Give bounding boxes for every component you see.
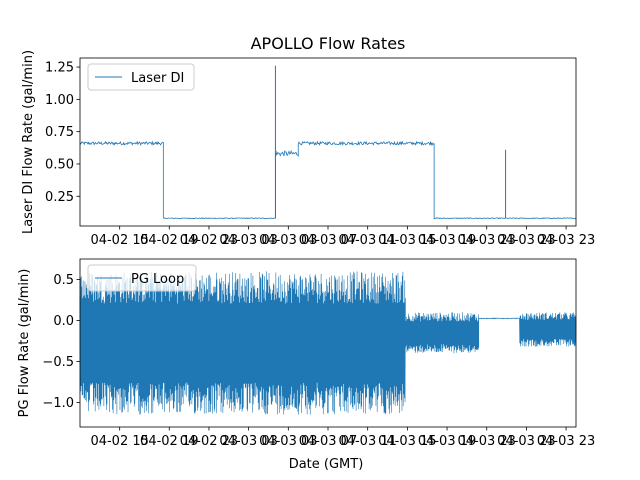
pg-loop-x-tick-label: 04-02 15 <box>90 434 148 449</box>
laser-di-legend: Laser DI <box>87 63 195 91</box>
pg-loop-x-tick-label: 04-03 23 <box>457 434 515 449</box>
laser-di-x-tick-label: 04-03 19 <box>418 233 476 248</box>
pg-loop-y-tick-label: −0.5 <box>42 355 74 370</box>
laser-di-y-axis-label: Laser DI Flow Rate (gal/min) <box>21 50 36 234</box>
laser-di-x-tick-label: 04-03 03 <box>219 233 277 248</box>
pg-loop-y-tick-label: 0.5 <box>53 273 74 288</box>
laser-di-y-tick-label: 0.25 <box>45 190 74 205</box>
pg-loop-y-tick-label: 0.0 <box>53 314 74 329</box>
pg-loop-legend: PG Loop <box>87 264 197 292</box>
pg-loop-x-tick-label: 04-03 19 <box>418 434 476 449</box>
pg-loop-x-tick-label: 04-03 03 <box>259 434 317 449</box>
laser-di-y-ticks: 0.25 0.50 0.75 1.00 1.25 <box>45 61 80 205</box>
pg-loop-axes-frame <box>79 258 577 428</box>
pg-loop-x-tick-label: 04-03 15 <box>378 434 436 449</box>
laser-di-x-tick-label: 04-03 23 <box>537 233 595 248</box>
laser-di-x-tick-label: 04-03 23 <box>457 233 515 248</box>
pg-loop-y-ticks: −1.0 −0.5 0.0 0.5 <box>42 273 80 411</box>
pg-loop-y-axis-label: PG Flow Rate (gal/min) <box>17 269 32 418</box>
pg-loop-y-tick-label: −1.0 <box>42 396 74 411</box>
laser-di-panel: APOLLO Flow Rates 0.25 0.50 0.75 1.00 1.25 0… <box>21 34 595 248</box>
laser-di-x-tick-label: 04-03 15 <box>378 233 436 248</box>
pg-loop-x-tick-label: 04-03 23 <box>537 434 595 449</box>
pg-loop-series <box>79 271 577 415</box>
laser-di-x-tick-label: 04-02 15 <box>90 233 148 248</box>
pg-loop-x-tick-label: 04-02 23 <box>180 434 238 449</box>
laser-di-line <box>79 140 577 220</box>
laser-di-x-tick-label: 04-03 07 <box>299 233 357 248</box>
laser-di-x-tick-label: 04-03 03 <box>259 233 317 248</box>
laser-di-series <box>79 65 577 220</box>
laser-di-y-tick-label: 1.00 <box>45 93 74 108</box>
pg-loop-x-tick-label: 04-03 07 <box>299 434 357 449</box>
laser-di-y-tick-label: 0.50 <box>45 157 74 172</box>
pg-loop-x-tick-label: 04-03 03 <box>219 434 277 449</box>
laser-di-axes-frame <box>79 57 577 227</box>
pg-loop-x-tick-label: 04-03 23 <box>497 434 555 449</box>
laser-di-y-tick-label: 1.25 <box>45 61 74 76</box>
laser-di-legend-box <box>87 63 195 91</box>
pg-loop-legend-label: PG Loop <box>131 272 184 287</box>
chart-title: APOLLO Flow Rates <box>251 34 406 53</box>
laser-di-x-tick-label: 04-02 23 <box>180 233 238 248</box>
pg-loop-x-tick-label: 04-03 11 <box>338 434 396 449</box>
laser-di-x-tick-label: 04-02 19 <box>140 233 198 248</box>
laser-di-x-tick-label: 04-03 23 <box>497 233 555 248</box>
x-axis-label: Date (GMT) <box>289 457 364 472</box>
laser-di-y-tick-label: 0.75 <box>45 125 74 140</box>
laser-di-legend-label: Laser DI <box>131 71 184 86</box>
laser-di-x-tick-label: 04-03 11 <box>338 233 396 248</box>
pg-loop-x-tick-label: 04-02 19 <box>140 434 198 449</box>
pg-loop-legend-box <box>87 264 197 292</box>
pg-loop-line <box>79 271 577 415</box>
